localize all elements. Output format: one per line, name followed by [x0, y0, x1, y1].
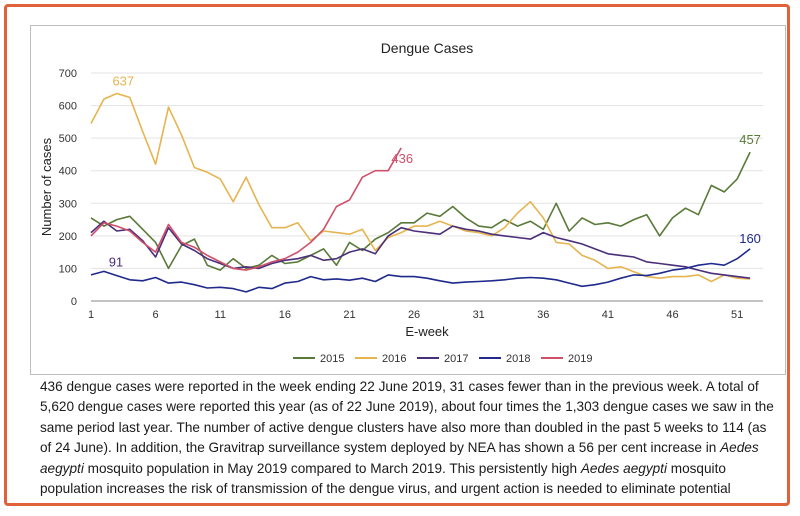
- y-tick-label: 200: [59, 231, 77, 243]
- legend-label-2019: 2019: [568, 353, 592, 365]
- x-tick-label: 51: [731, 309, 743, 321]
- chart-title: Dengue Cases: [381, 40, 474, 56]
- screenshot-frame: Dengue Cases 0 100 200 300 400 500 600 700 1 6 11 16…: [4, 4, 790, 506]
- chart-container: Dengue Cases 0 100 200 300 400 500 600 700 1 6 11 16…: [30, 25, 786, 375]
- data-label-2019: 436: [391, 151, 413, 166]
- x-tick-label: 21: [343, 309, 355, 321]
- x-tick-label: 31: [473, 309, 485, 321]
- y-tick-label: 100: [59, 263, 77, 275]
- y-tick-label: 400: [59, 166, 77, 178]
- x-tick-label: 36: [537, 309, 549, 321]
- x-tick-label: 1: [88, 309, 94, 321]
- y-tick-label: 500: [59, 133, 77, 145]
- x-axis-label: E-week: [405, 324, 449, 339]
- legend-label-2016: 2016: [382, 353, 406, 365]
- series-line-2019: [90, 147, 402, 271]
- y-tick-label: 0: [71, 296, 77, 308]
- caption-text-2: mosquito population in May 2019 compared…: [83, 460, 581, 476]
- data-label-2016: 637: [112, 74, 134, 89]
- caption-text-3: mosquito population increases the risk o…: [40, 460, 731, 503]
- series-line-2017: [90, 220, 751, 279]
- data-label-2017: 91: [109, 254, 123, 269]
- series-line-2016: [90, 92, 751, 283]
- legend-label-2015: 2015: [320, 353, 344, 365]
- series-line-2018: [90, 248, 751, 293]
- y-axis-label: Number of cases: [39, 137, 54, 236]
- legend-label-2018: 2018: [506, 353, 530, 365]
- data-label-2015: 457: [739, 132, 761, 147]
- caption-paragraph: 436 dengue cases were reported in the we…: [40, 377, 780, 503]
- y-tick-label: 300: [59, 198, 77, 210]
- y-tick-label: 600: [59, 101, 77, 113]
- legend-label-2017: 2017: [444, 353, 468, 365]
- x-tick-label: 16: [279, 309, 291, 321]
- x-tick-label: 46: [666, 309, 678, 321]
- x-tick-label: 26: [408, 309, 420, 321]
- x-tick-label: 6: [153, 309, 159, 321]
- caption-species-1: Aedes aegypti: [40, 440, 759, 476]
- caption-species-2: Aedes aegypti: [580, 460, 667, 476]
- y-tick-label: 700: [59, 68, 77, 80]
- x-tick-label: 11: [215, 309, 226, 321]
- series-line-2015: [90, 151, 751, 271]
- caption-text-1: 436 dengue cases were reported in the we…: [40, 379, 774, 456]
- data-label-2018: 160: [739, 231, 761, 246]
- x-tick-label: 41: [602, 309, 614, 321]
